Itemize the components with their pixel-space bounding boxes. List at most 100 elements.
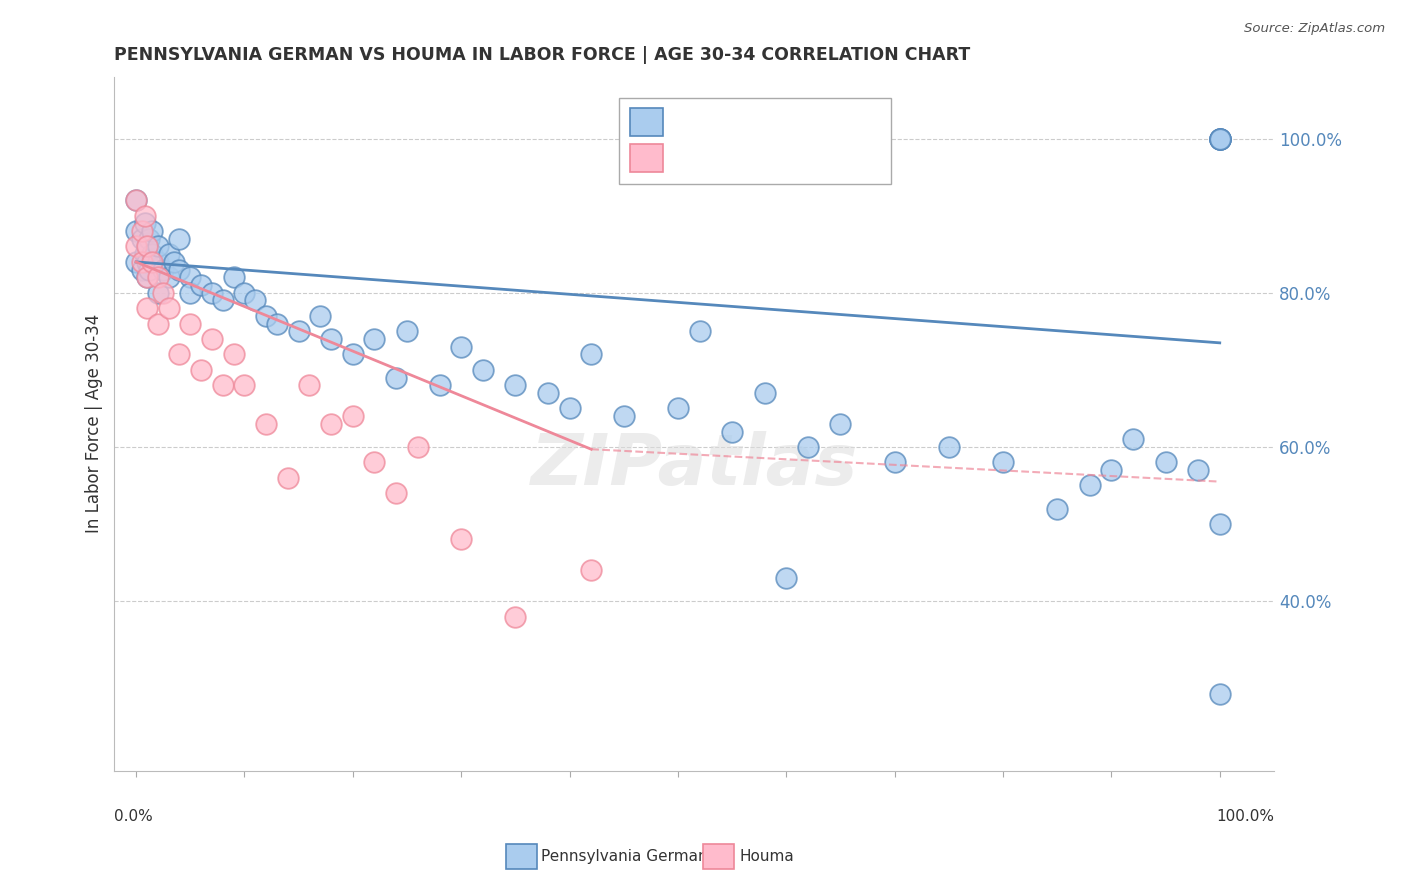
Point bbox=[1209, 687, 1232, 701]
Point bbox=[613, 409, 636, 423]
Point bbox=[211, 293, 233, 308]
Point bbox=[169, 232, 191, 246]
Point bbox=[385, 370, 408, 384]
Point bbox=[146, 317, 169, 331]
Point bbox=[135, 301, 157, 315]
Point bbox=[309, 309, 332, 323]
Point bbox=[666, 401, 689, 416]
Point bbox=[1122, 432, 1144, 446]
Point bbox=[169, 347, 191, 361]
Point bbox=[558, 401, 581, 416]
Point bbox=[146, 285, 169, 300]
Point bbox=[152, 285, 174, 300]
Point bbox=[471, 363, 494, 377]
Point bbox=[134, 247, 156, 261]
Point bbox=[830, 417, 852, 431]
Point bbox=[1209, 131, 1232, 145]
Bar bbox=[619, 98, 891, 185]
Point bbox=[233, 378, 256, 392]
Point bbox=[298, 378, 321, 392]
Point bbox=[254, 417, 277, 431]
Point bbox=[138, 262, 160, 277]
Point bbox=[266, 317, 288, 331]
Point bbox=[797, 440, 820, 454]
Point bbox=[721, 425, 744, 439]
Point bbox=[211, 378, 233, 392]
Point bbox=[163, 255, 186, 269]
Point bbox=[125, 193, 148, 207]
Point bbox=[125, 193, 148, 207]
Point bbox=[1209, 131, 1232, 145]
Point bbox=[125, 255, 148, 269]
Point bbox=[131, 224, 153, 238]
Point bbox=[1154, 455, 1177, 469]
Point bbox=[134, 209, 156, 223]
Point bbox=[157, 301, 180, 315]
Point bbox=[141, 255, 163, 269]
Point bbox=[579, 347, 602, 361]
Point bbox=[277, 471, 299, 485]
Point bbox=[1209, 131, 1232, 145]
Point bbox=[135, 255, 157, 269]
Point bbox=[342, 347, 364, 361]
Point bbox=[537, 386, 560, 401]
Point bbox=[321, 332, 343, 346]
Point bbox=[385, 486, 408, 500]
Text: Pennsylvania Germans: Pennsylvania Germans bbox=[541, 849, 716, 863]
Point bbox=[131, 262, 153, 277]
Point bbox=[146, 270, 169, 285]
Point bbox=[938, 440, 960, 454]
Point bbox=[131, 255, 153, 269]
Point bbox=[429, 378, 451, 392]
Point bbox=[146, 239, 169, 253]
Point bbox=[135, 239, 157, 253]
Point bbox=[131, 232, 153, 246]
Point bbox=[1046, 501, 1069, 516]
Point bbox=[179, 285, 201, 300]
Point bbox=[146, 255, 169, 269]
Point bbox=[363, 455, 385, 469]
Point bbox=[1209, 516, 1232, 531]
Text: R =  -0.194   N = 31: R = -0.194 N = 31 bbox=[675, 149, 858, 167]
Point bbox=[287, 324, 309, 338]
Point bbox=[125, 224, 148, 238]
Point bbox=[179, 270, 201, 285]
Point bbox=[138, 232, 160, 246]
Point bbox=[201, 285, 224, 300]
Point bbox=[1209, 131, 1232, 145]
Point bbox=[505, 378, 527, 392]
Point bbox=[222, 270, 245, 285]
Point bbox=[1099, 463, 1122, 477]
Point bbox=[201, 332, 224, 346]
Point bbox=[134, 216, 156, 230]
Point bbox=[190, 363, 212, 377]
Point bbox=[233, 285, 256, 300]
Point bbox=[883, 455, 905, 469]
Point bbox=[1187, 463, 1209, 477]
Point bbox=[505, 609, 527, 624]
Point bbox=[190, 278, 212, 293]
Point bbox=[689, 324, 711, 338]
Point bbox=[222, 347, 245, 361]
Point bbox=[254, 309, 277, 323]
Point bbox=[141, 247, 163, 261]
Point bbox=[342, 409, 364, 423]
Point bbox=[321, 417, 343, 431]
Point bbox=[157, 270, 180, 285]
Text: 0.0%: 0.0% bbox=[114, 809, 153, 824]
Point bbox=[135, 270, 157, 285]
Point bbox=[245, 293, 267, 308]
Bar bbox=[630, 145, 662, 172]
Y-axis label: In Labor Force | Age 30-34: In Labor Force | Age 30-34 bbox=[86, 314, 103, 533]
Text: Houma: Houma bbox=[740, 849, 794, 863]
Point bbox=[395, 324, 418, 338]
Point bbox=[579, 563, 602, 577]
Point bbox=[135, 239, 157, 253]
Text: 100.0%: 100.0% bbox=[1216, 809, 1274, 824]
Point bbox=[450, 340, 472, 354]
Text: R =  -0.064   N = 71: R = -0.064 N = 71 bbox=[675, 113, 858, 131]
Point bbox=[754, 386, 776, 401]
Point bbox=[363, 332, 385, 346]
Point bbox=[157, 247, 180, 261]
Point bbox=[991, 455, 1014, 469]
